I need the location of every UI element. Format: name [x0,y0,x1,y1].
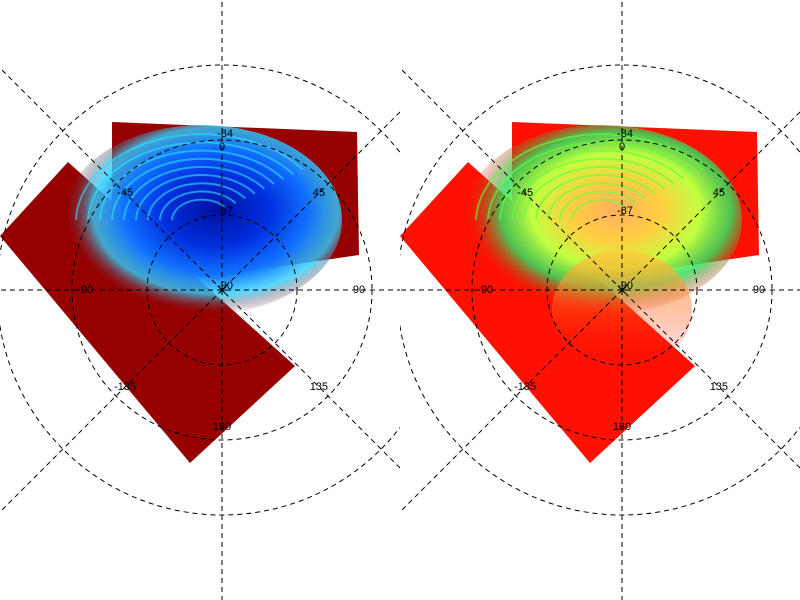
pole-marker [618,286,626,294]
storm-band [123,165,266,221]
longitude-label: -90 [77,284,93,296]
storm-band [571,198,627,221]
longitude-label: -135 [514,381,536,393]
longitude-label: 90 [753,284,765,296]
storm-band [87,141,294,221]
longitude-label: 135 [310,381,328,393]
longitude-label: 45 [313,187,325,199]
longitude-label: 135 [710,381,728,393]
longitude-label: 0 [219,141,225,153]
storm-band [111,157,275,221]
storm-band [171,198,227,221]
longitude-label: -45 [517,187,533,199]
longitude-label: -45 [117,187,133,199]
storm-band [523,165,666,221]
storm [462,125,742,315]
storm-band [159,190,237,221]
storm-band [75,133,304,221]
longitude-label: -90 [477,284,493,296]
pole-marker [218,286,226,294]
map-panel: -84 -87 -90 0 45 90 135 180 -135 -90 -45 [400,0,800,600]
longitude-label: 180 [613,421,631,433]
latitude-label: -87 [217,205,233,217]
storm-band [475,133,704,221]
longitude-label: 180 [213,421,231,433]
storm-band [147,182,246,221]
storm-band [487,141,694,221]
storm-band [559,190,637,221]
longitude-label: 0 [619,141,625,153]
storm [62,125,342,315]
storm-band [535,174,656,221]
latitude-label: -87 [617,205,633,217]
map-panel: -84 -87 -90 0 45 90 135 180 -135 -90 -45 [0,0,400,600]
storm-band [135,174,256,221]
latitude-label: -90 [217,280,233,292]
latitude-label: -84 [617,128,633,140]
storm-band [99,149,285,221]
storm-band [499,149,685,221]
storm-band [511,157,675,221]
latitude-label: -84 [217,128,233,140]
latitude-label: -90 [617,280,633,292]
longitude-label: 45 [713,187,725,199]
longitude-label: -135 [114,381,136,393]
storm-band [547,182,646,221]
longitude-label: 90 [353,284,365,296]
